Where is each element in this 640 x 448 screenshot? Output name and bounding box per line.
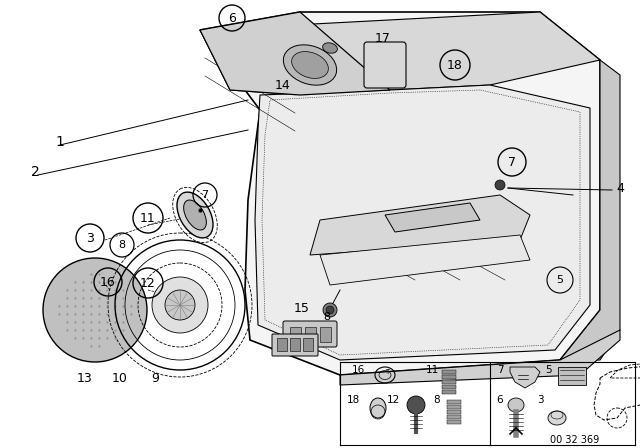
Text: 4: 4 (616, 181, 624, 194)
Polygon shape (200, 12, 600, 95)
Bar (442, 370, 456, 374)
Text: 18: 18 (447, 59, 463, 72)
Bar (442, 385, 456, 389)
FancyBboxPatch shape (364, 42, 406, 88)
Circle shape (165, 290, 195, 320)
Text: 7: 7 (508, 155, 516, 168)
Circle shape (43, 258, 147, 362)
Polygon shape (320, 235, 530, 285)
Text: 5: 5 (545, 365, 551, 375)
Text: 12: 12 (387, 395, 399, 405)
Text: 12: 12 (140, 276, 156, 289)
Polygon shape (200, 12, 600, 375)
Ellipse shape (323, 43, 337, 53)
Bar (277, 338, 287, 351)
Bar (290, 338, 300, 351)
Bar (447, 400, 461, 404)
Text: 14: 14 (275, 78, 291, 91)
Text: 18: 18 (346, 395, 360, 405)
Text: 2: 2 (31, 165, 40, 179)
Bar (305, 327, 316, 342)
Circle shape (323, 303, 337, 317)
Text: 5: 5 (557, 275, 563, 285)
Polygon shape (510, 367, 540, 388)
Ellipse shape (177, 192, 213, 238)
Bar (442, 380, 456, 384)
Text: 8: 8 (118, 240, 125, 250)
Polygon shape (385, 203, 480, 232)
Text: 3: 3 (537, 395, 543, 405)
Text: 9: 9 (151, 371, 159, 384)
Text: 13: 13 (77, 371, 93, 384)
Circle shape (152, 277, 208, 333)
Ellipse shape (284, 45, 337, 85)
Text: 16: 16 (351, 365, 365, 375)
Polygon shape (310, 195, 530, 255)
Ellipse shape (292, 52, 328, 78)
Text: 6: 6 (228, 12, 236, 25)
FancyBboxPatch shape (272, 334, 318, 356)
Polygon shape (255, 85, 590, 360)
Text: 1: 1 (56, 135, 65, 149)
FancyBboxPatch shape (283, 321, 337, 347)
Text: 11: 11 (140, 211, 156, 224)
Bar (447, 420, 461, 424)
Bar (447, 415, 461, 419)
Bar (442, 375, 456, 379)
Circle shape (326, 306, 334, 314)
Ellipse shape (184, 200, 206, 230)
Ellipse shape (370, 398, 386, 418)
Circle shape (407, 396, 425, 414)
Bar (447, 410, 461, 414)
Bar (447, 405, 461, 409)
Text: 3: 3 (86, 232, 94, 245)
Text: 6: 6 (497, 395, 503, 405)
Bar (558, 367, 586, 385)
Bar (320, 327, 331, 342)
Ellipse shape (508, 398, 524, 412)
Polygon shape (200, 12, 390, 95)
Text: 10: 10 (112, 371, 128, 384)
Bar (303, 338, 313, 351)
Text: 15: 15 (294, 302, 310, 314)
Text: 7: 7 (497, 365, 503, 375)
Polygon shape (560, 60, 620, 360)
Text: 7: 7 (202, 190, 209, 200)
Text: 00 32 369: 00 32 369 (550, 435, 600, 445)
Ellipse shape (548, 411, 566, 425)
Circle shape (495, 180, 505, 190)
Text: 11: 11 (426, 365, 438, 375)
Text: 8: 8 (323, 312, 331, 322)
Bar (442, 390, 456, 394)
Text: 16: 16 (100, 276, 116, 289)
Bar (290, 327, 301, 342)
Text: 8: 8 (434, 395, 440, 405)
Polygon shape (340, 330, 620, 385)
Text: T: T (385, 369, 389, 375)
Text: 17: 17 (375, 31, 391, 44)
